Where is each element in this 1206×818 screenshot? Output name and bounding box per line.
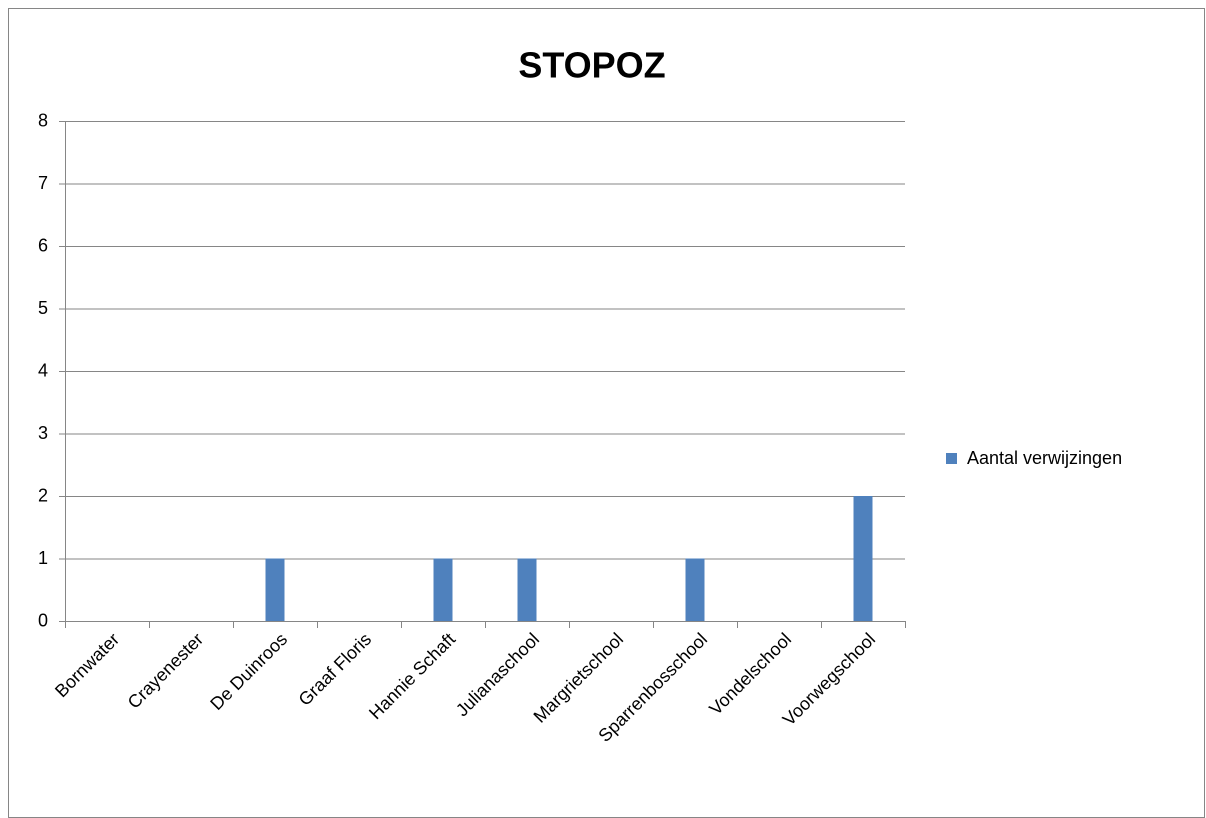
bar <box>265 558 285 621</box>
y-tick-label: 3 <box>38 423 48 443</box>
legend-swatch <box>946 453 957 464</box>
y-tick-label: 0 <box>38 610 48 630</box>
chart-title: STOPOZ <box>518 45 665 86</box>
bar <box>433 558 453 621</box>
bar <box>853 496 873 621</box>
y-tick-label: 1 <box>38 548 48 568</box>
chart-frame <box>8 8 1205 818</box>
y-tick-label: 5 <box>38 298 48 318</box>
bar <box>517 558 537 621</box>
y-tick-label: 6 <box>38 235 48 255</box>
bar <box>685 558 705 621</box>
y-tick-label: 2 <box>38 485 48 505</box>
legend-label: Aantal verwijzingen <box>967 448 1122 468</box>
y-tick-label: 4 <box>38 360 48 380</box>
y-tick-label: 7 <box>38 173 48 193</box>
y-tick-label: 8 <box>38 110 48 130</box>
